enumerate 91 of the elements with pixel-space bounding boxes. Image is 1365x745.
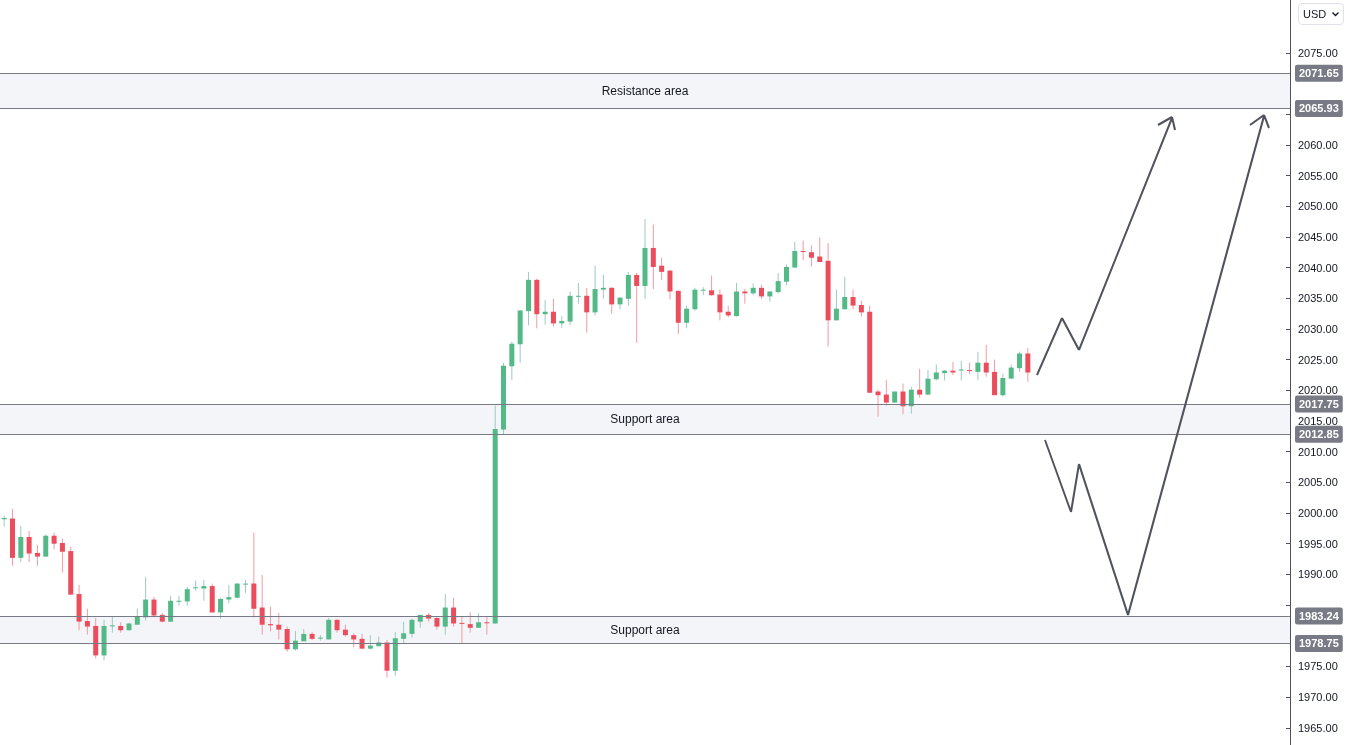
candlestick [184, 586, 190, 607]
candlestick [709, 275, 715, 297]
candlestick [667, 269, 673, 300]
y-tick-label: 2050.00 [1298, 200, 1338, 213]
y-tick-label: 2040.00 [1298, 261, 1338, 274]
candlestick [850, 289, 856, 310]
y-tick-label: 2020.00 [1298, 384, 1338, 397]
candlestick [659, 257, 665, 281]
candlestick [467, 611, 473, 634]
y-tick-label: 1965.00 [1298, 721, 1338, 734]
candlestick [1000, 373, 1006, 397]
candlestick [684, 305, 690, 329]
candlestick [84, 608, 90, 636]
candlestick [692, 287, 698, 312]
candlestick [226, 584, 232, 604]
candlestick [908, 386, 914, 415]
band-label: Support area [610, 412, 681, 427]
y-tick-label: 2000.00 [1298, 507, 1338, 520]
y-tick-label: 1970.00 [1298, 691, 1338, 704]
currency-dropdown: USD [1298, 3, 1344, 25]
candlestick [992, 359, 998, 396]
candlestick [243, 579, 249, 594]
ref-line-label: 1978.75 [1299, 637, 1339, 650]
y-tick-label: 2060.00 [1298, 138, 1338, 151]
y-tick-label: 1975.00 [1298, 660, 1338, 673]
candlestick [625, 271, 631, 307]
candlestick [59, 538, 65, 574]
band-label: Resistance area [601, 83, 689, 98]
candlestick [609, 286, 615, 315]
candlestick [409, 618, 415, 639]
candlestick [833, 289, 839, 321]
candlestick [958, 360, 964, 381]
ref-line-label: 2065.93 [1299, 102, 1339, 115]
candlestick [808, 244, 814, 267]
y-tick-label: 1995.00 [1298, 537, 1338, 550]
ref-line-label: 2071.65 [1299, 67, 1339, 80]
y-tick-label: 2010.00 [1298, 445, 1338, 458]
candlestick [201, 579, 207, 602]
candlestick [550, 298, 556, 327]
candlestick [284, 626, 290, 653]
candlestick [176, 595, 182, 607]
candlestick [925, 369, 931, 396]
candlestick [259, 574, 265, 636]
candlestick [967, 362, 973, 375]
candlestick [1025, 347, 1031, 383]
ref-line-label: 2012.85 [1299, 428, 1339, 441]
ref-line-label: 1983.24 [1299, 609, 1340, 622]
candlestick [634, 272, 640, 344]
y-tick-label: 2075.00 [1298, 46, 1338, 59]
band-label: Support area [610, 622, 681, 637]
y-tick-label: 1990.00 [1298, 568, 1338, 581]
candlestick [975, 351, 981, 381]
candlestick [401, 621, 407, 645]
candlestick [842, 276, 848, 310]
candlestick [600, 274, 606, 300]
candlestick [592, 265, 598, 316]
y-tick-label: 2025.00 [1298, 353, 1338, 366]
candlestick [950, 361, 956, 376]
candlestick [917, 368, 923, 399]
candlestick [18, 525, 24, 563]
candlestick [883, 379, 889, 407]
candlestick [276, 612, 282, 640]
y-tick-label: 2045.00 [1298, 230, 1338, 243]
y-tick-label: 2015.00 [1298, 414, 1338, 427]
candlestick [983, 344, 989, 378]
candlestick [800, 240, 806, 261]
candlestick [484, 616, 490, 636]
candlestick [775, 272, 781, 294]
candlestick [168, 595, 174, 623]
candlestick [792, 241, 798, 269]
candlestick [575, 282, 581, 305]
candlestick [584, 287, 590, 334]
candlestick [742, 288, 748, 305]
candlestick [218, 597, 224, 620]
candlestick [26, 530, 32, 563]
candlestick [43, 534, 49, 558]
candlestick [650, 224, 656, 290]
candlestick [34, 544, 40, 567]
candlestick [783, 263, 789, 286]
candlestick [143, 576, 149, 621]
candlestick [442, 593, 448, 636]
candlestick [51, 532, 57, 550]
y-tick-label: 2055.00 [1298, 169, 1338, 182]
ref-line-label: 2017.75 [1299, 398, 1339, 411]
candlestick [509, 341, 515, 381]
candlestick [459, 616, 465, 645]
y-tick-label: 2030.00 [1298, 322, 1338, 335]
candlestick [717, 289, 723, 321]
y-tick-label: 2005.00 [1298, 476, 1338, 489]
candlestick [1017, 351, 1023, 373]
y-tick-label: 2035.00 [1298, 292, 1338, 305]
